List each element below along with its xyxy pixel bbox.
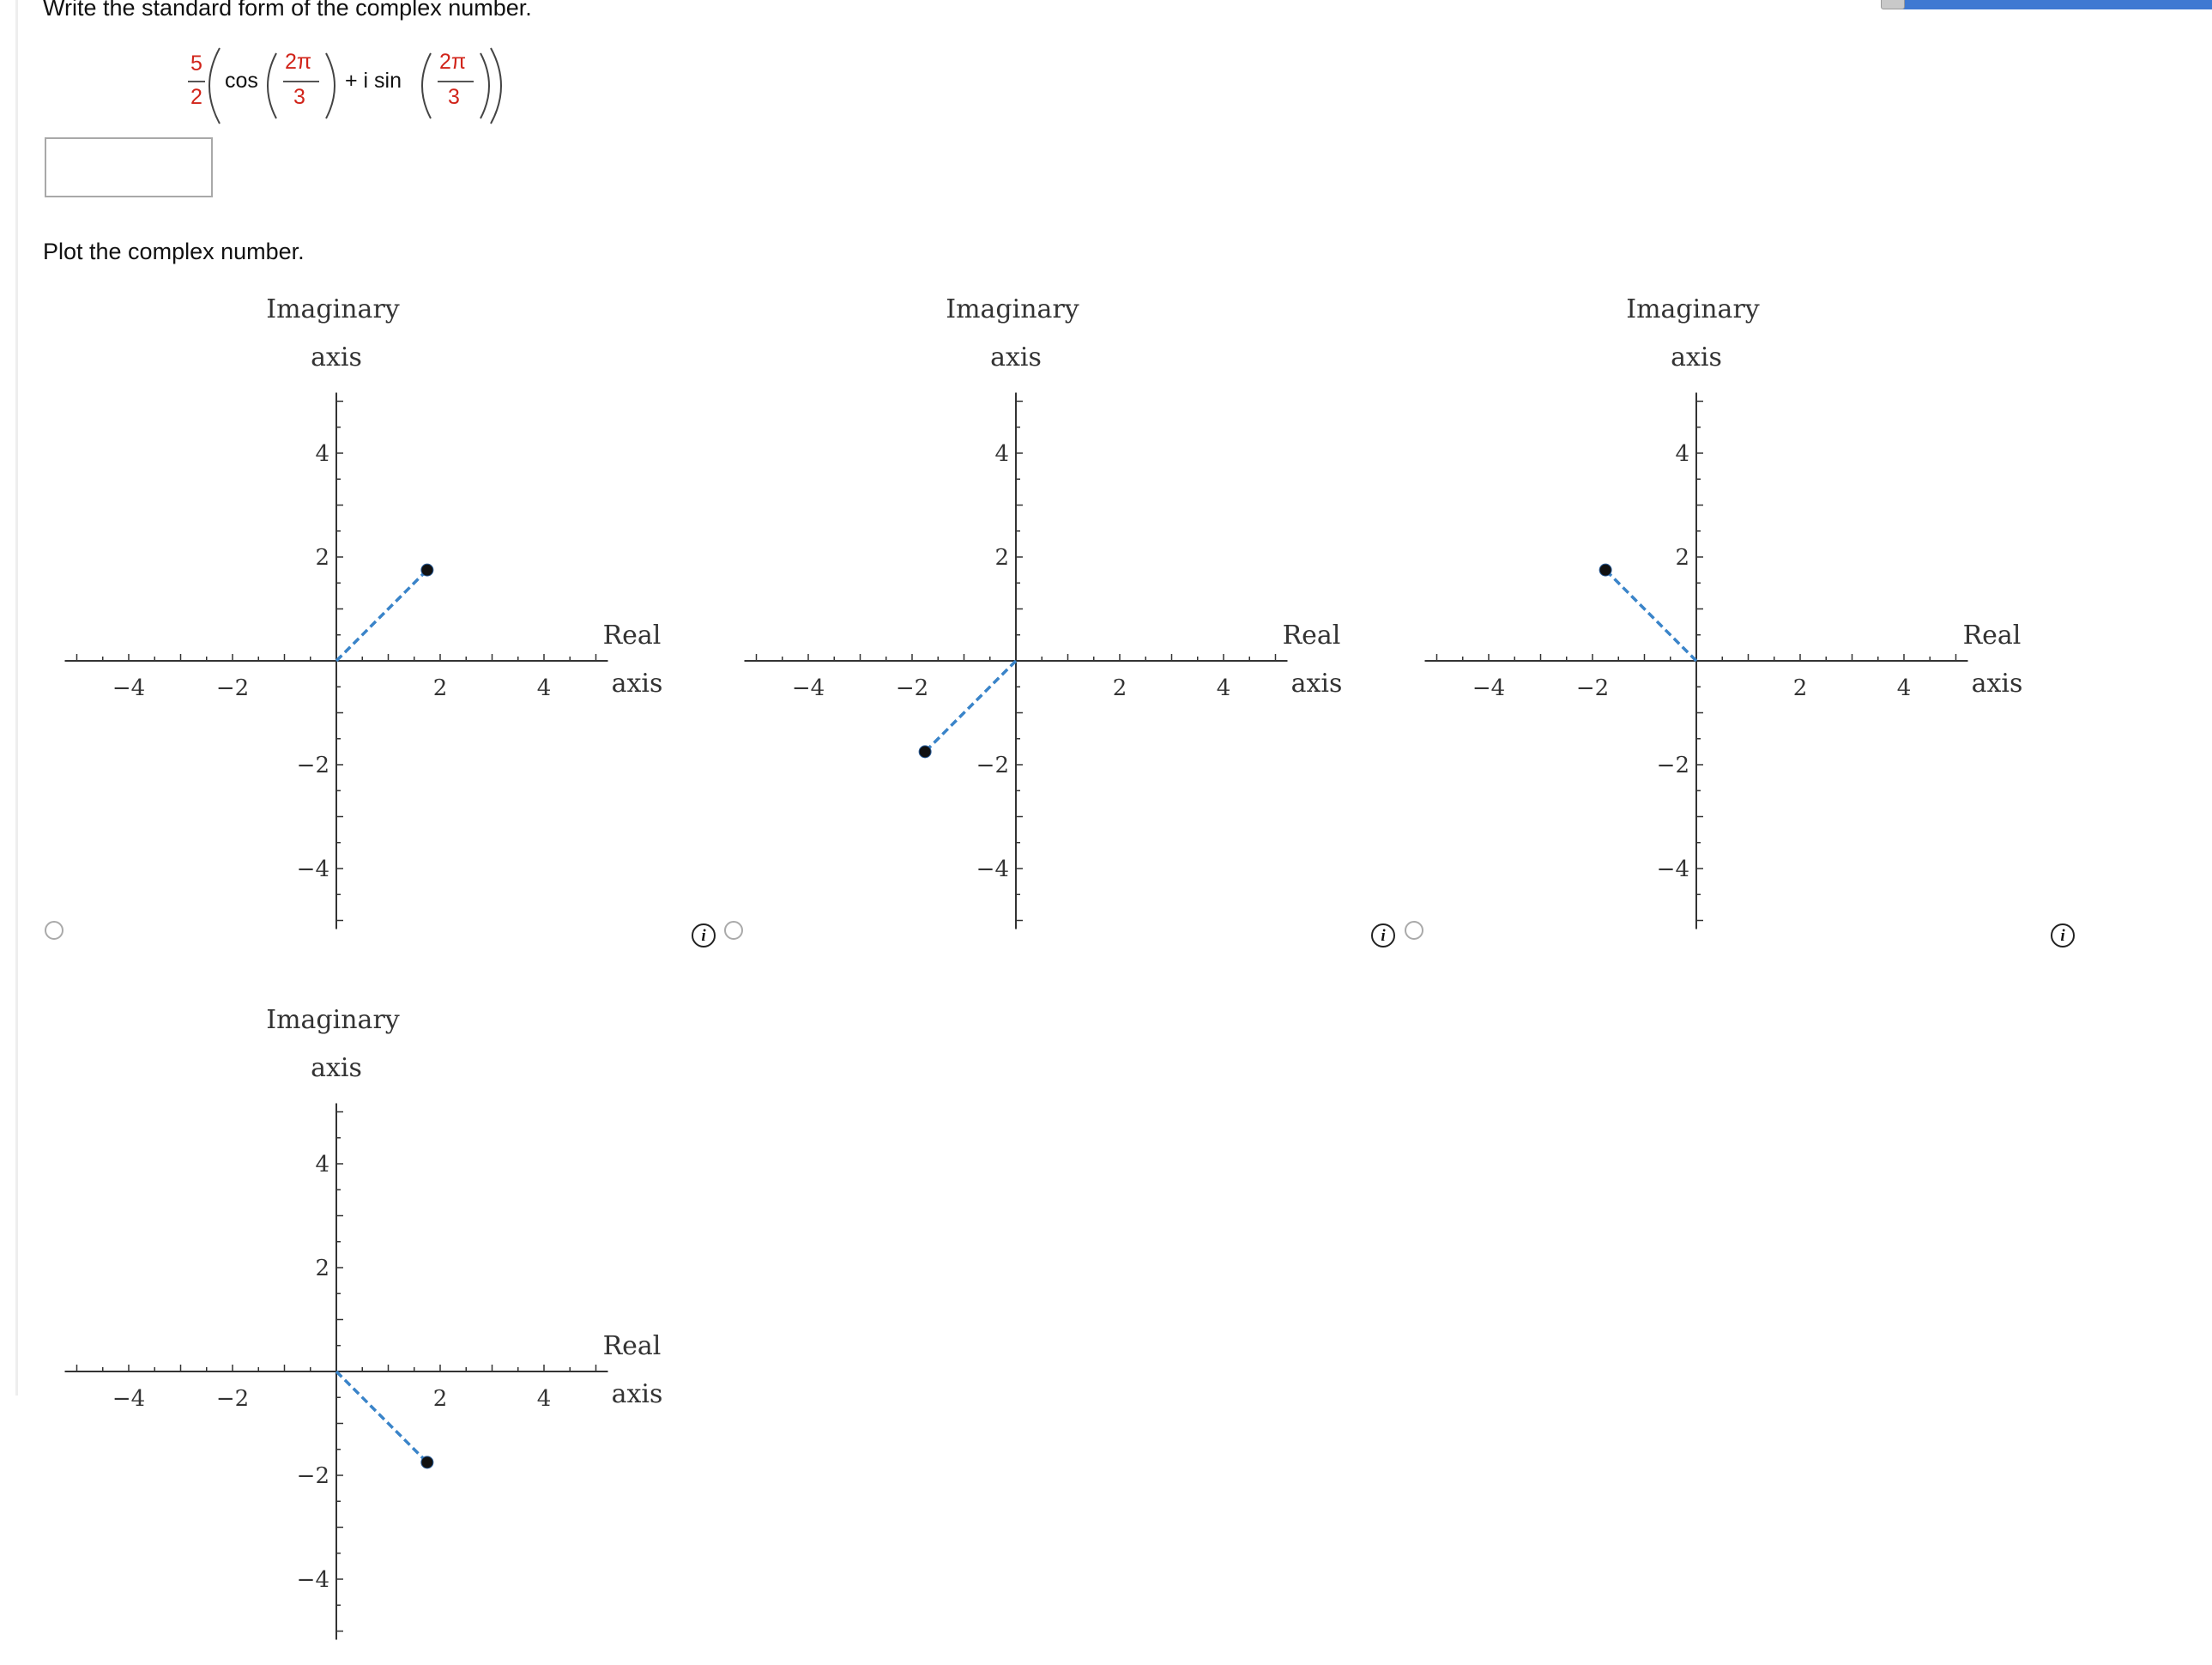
plotted-point (420, 1456, 434, 1469)
left-divider (15, 0, 18, 1396)
x-tick-label: −4 (1472, 675, 1505, 701)
complex-plane-svg: Imaginary axis Real axis −4 −2 2 4 −4 −2 2 4 (744, 294, 1343, 929)
dashed-segment (923, 659, 1018, 754)
outer-right-paren (490, 47, 502, 124)
expression-brackets (209, 47, 502, 124)
plotted-point (1599, 563, 1612, 577)
x-tick-label: −2 (216, 1386, 249, 1412)
y-tick-label: −2 (1657, 753, 1689, 778)
imaginary-axis-title: axis (1671, 342, 1722, 372)
cos-left-paren (267, 52, 277, 119)
cos-angle-numerator: 2π (285, 50, 312, 74)
y-tick-label: −2 (297, 753, 329, 778)
complex-plane-svg: Imaginary axis Real axis −4 −2 2 4 −4 −2 2 4 (64, 294, 663, 929)
y-tick-label: 4 (315, 441, 329, 467)
x-tick-label: −2 (896, 675, 928, 701)
info-icon[interactable]: i (2051, 923, 2075, 948)
graph-option-2: Imaginary axis Real axis −4 −2 2 4 −4 −2 2 4 (740, 276, 1375, 954)
y-tick-label: −2 (976, 753, 1009, 778)
y-tick-label: 2 (1675, 545, 1689, 571)
imaginary-axis-title: Imaginary (266, 294, 400, 324)
x-tick-label: −2 (216, 675, 249, 701)
x-tick-label: 2 (433, 675, 448, 701)
y-tick-label: 4 (315, 1152, 329, 1178)
y-tick-label: 2 (315, 1256, 329, 1281)
dashed-segment (1604, 568, 1698, 663)
radio-option-2[interactable] (724, 921, 743, 940)
plus-i-sin-label: + i sin (345, 69, 402, 93)
y-tick-label: −2 (297, 1463, 329, 1489)
x-tick-label: 4 (1217, 675, 1231, 701)
y-tick-label: −4 (976, 857, 1009, 882)
cos-label: cos (225, 69, 258, 93)
dashed-segment (335, 568, 429, 663)
coef-fraction-bar (188, 81, 205, 82)
question-prompt: Write the standard form of the complex n… (43, 0, 532, 21)
radio-option-1[interactable] (45, 921, 63, 940)
plot-prompt: Plot the complex number. (43, 239, 305, 264)
plotted-point (918, 745, 932, 759)
sin-angle-bar (438, 81, 474, 82)
dashed-segment (335, 1370, 429, 1464)
complex-plane-svg: Imaginary axis Real axis −4 −2 2 4 −4 −2 2 4 (64, 1005, 663, 1640)
x-tick-label: 4 (537, 675, 552, 701)
real-axis-title: Real (603, 621, 662, 651)
y-tick-label: −4 (1657, 857, 1689, 882)
sin-left-paren (421, 52, 432, 119)
cos-angle-denominator: 3 (293, 85, 305, 109)
x-tick-label: 4 (537, 1386, 552, 1412)
y-tick-label: −4 (297, 857, 329, 882)
coef-numerator: 5 (190, 51, 202, 76)
coef-denominator: 2 (190, 85, 202, 109)
y-tick-label: 4 (1675, 441, 1689, 467)
imaginary-axis-title: Imaginary (946, 294, 1079, 324)
imaginary-axis-title: Imaginary (1626, 294, 1760, 324)
scrollbar-thumb[interactable] (1881, 0, 1905, 9)
y-tick-label: 4 (994, 441, 1009, 467)
top-scrollbar[interactable] (1881, 0, 2212, 9)
real-axis-title: Real (1963, 621, 2022, 651)
complex-plane-svg: Imaginary axis Real axis −4 −2 2 4 −4 −2 2 4 (1424, 294, 2023, 929)
info-icon[interactable]: i (1371, 923, 1395, 948)
x-tick-label: −2 (1576, 675, 1609, 701)
cos-right-paren (325, 52, 335, 119)
info-icon[interactable]: i (692, 923, 716, 948)
sin-angle-numerator: 2π (439, 50, 467, 74)
y-tick-label: 2 (315, 545, 329, 571)
real-axis-title: axis (612, 1379, 663, 1409)
real-axis-title: axis (1291, 669, 1343, 699)
real-axis-title: axis (1972, 669, 2023, 699)
radio-option-3[interactable] (1405, 921, 1423, 940)
sin-right-paren (480, 52, 490, 119)
answer-input[interactable] (45, 137, 213, 197)
x-tick-label: −4 (112, 1386, 145, 1412)
x-tick-label: 2 (433, 1386, 448, 1412)
outer-left-paren (209, 47, 221, 124)
y-tick-label: 2 (994, 545, 1009, 571)
real-axis-title: Real (603, 1331, 662, 1361)
imaginary-axis-title: Imaginary (266, 1005, 400, 1035)
y-tick-label: −4 (297, 1567, 329, 1593)
real-axis-title: Real (1283, 621, 1341, 651)
x-tick-label: −4 (792, 675, 825, 701)
x-tick-label: 2 (1113, 675, 1127, 701)
cos-angle-bar (283, 81, 319, 82)
x-tick-label: 4 (1897, 675, 1912, 701)
plotted-point (420, 563, 434, 577)
graph-option-4: Imaginary axis Real axis −4 −2 2 4 −4 −2 2 4 (60, 987, 695, 1665)
graph-option-1: Imaginary axis Real axis −4 −2 2 4 −4 −2 2 4 (60, 276, 695, 954)
sin-angle-denominator: 3 (448, 85, 460, 109)
imaginary-axis-title: axis (311, 342, 362, 372)
graph-option-3: Imaginary axis Real axis −4 −2 2 4 −4 −2 2 4 (1420, 276, 2055, 954)
complex-expression: 5 2 cos 2π 3 + i sin 2π 3 (180, 45, 541, 127)
imaginary-axis-title: axis (990, 342, 1042, 372)
imaginary-axis-title: axis (311, 1053, 362, 1083)
real-axis-title: axis (612, 669, 663, 699)
x-tick-label: 2 (1793, 675, 1808, 701)
x-tick-label: −4 (112, 675, 145, 701)
